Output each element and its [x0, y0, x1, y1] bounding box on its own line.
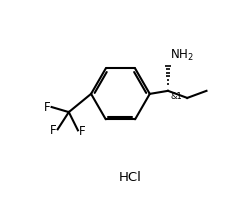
Text: HCl: HCl [119, 171, 141, 184]
Text: F: F [50, 124, 56, 137]
Text: &1: &1 [170, 93, 181, 102]
Text: F: F [79, 125, 85, 139]
Text: F: F [43, 100, 50, 114]
Text: NH$_2$: NH$_2$ [170, 48, 194, 63]
